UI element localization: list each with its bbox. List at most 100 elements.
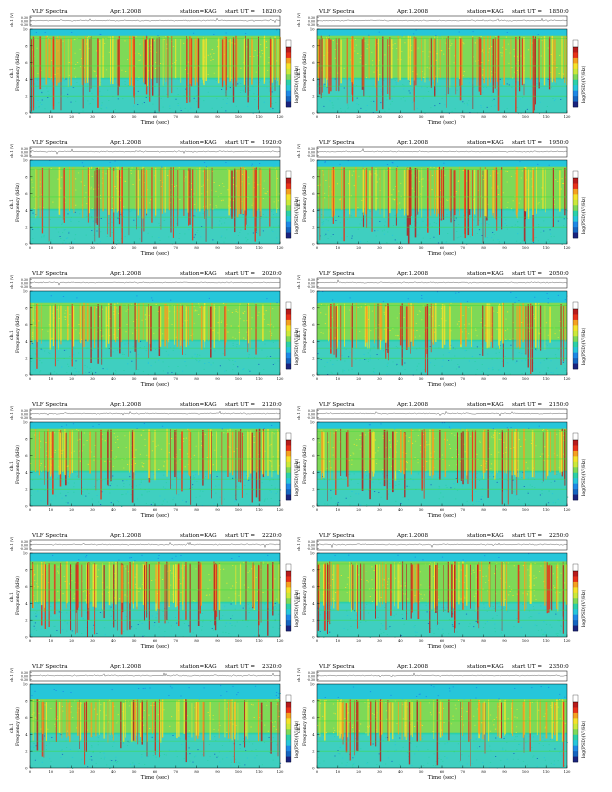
spec-noise-cell <box>223 222 226 224</box>
spec-noise-cell <box>250 328 253 330</box>
spec-noise-cell <box>118 242 120 244</box>
spec-noise-cell <box>442 354 444 356</box>
spec-noise-cell <box>272 456 274 458</box>
freq-tick-label: 2 <box>312 95 314 99</box>
spec-sferic-streak <box>378 38 379 81</box>
spec-sferic-streak <box>88 167 90 214</box>
spec-noise-cell <box>128 291 131 293</box>
spec-noise-cell <box>57 231 60 233</box>
spectrogram-image <box>30 29 281 114</box>
spec-noise-cell <box>177 105 179 106</box>
spec-noise-cell <box>77 62 79 63</box>
spec-noise-cell <box>77 432 80 434</box>
colorbar-segment <box>286 363 291 370</box>
spec-noise-cell <box>230 207 232 209</box>
spec-noise-cell <box>500 431 502 433</box>
spec-sferic-streak <box>430 37 432 88</box>
spec-noise-cell <box>118 636 120 637</box>
spec-noise-cell <box>233 300 235 302</box>
spec-noise-cell <box>332 107 334 109</box>
spec-noise-cell <box>153 474 155 475</box>
time-tick-label: 70 <box>174 115 179 119</box>
spec-noise-cell <box>403 316 405 318</box>
spec-noise-cell <box>431 38 433 40</box>
spec-sferic-streak <box>204 168 205 219</box>
spec-noise-cell <box>392 293 394 294</box>
spec-noise-cell <box>212 464 214 466</box>
spec-sferic-streak <box>345 432 348 477</box>
spec-noise-cell <box>33 165 35 166</box>
spec-noise-cell <box>41 329 43 331</box>
spec-noise-cell <box>38 320 40 322</box>
spec-noise-cell <box>77 430 79 432</box>
spec-noise-cell <box>552 98 554 99</box>
spec-noise-cell <box>451 43 453 45</box>
spec-noise-cell <box>248 356 250 358</box>
spec-noise-cell <box>507 311 509 313</box>
colorbar-segment <box>573 216 578 222</box>
spec-noise-cell <box>557 374 559 375</box>
spec-noise-cell <box>334 298 336 299</box>
spec-noise-cell <box>438 68 440 70</box>
colorbar-segment <box>286 456 291 463</box>
spec-noise-cell <box>67 97 69 98</box>
spec-noise-cell <box>381 77 383 79</box>
spec-noise-cell <box>95 372 97 374</box>
spec-noise-cell <box>180 426 182 428</box>
spec-noise-cell <box>550 482 552 483</box>
spec-noise-cell <box>451 111 453 112</box>
spec-noise-cell <box>272 364 274 365</box>
spec-sferic-streak <box>485 305 487 342</box>
spec-noise-cell <box>200 295 202 297</box>
time-tick-label: 10 <box>336 508 341 512</box>
spec-sferic-streak <box>236 37 237 81</box>
panel-date: Apr.1.2008 <box>396 402 428 408</box>
spec-noise-cell <box>562 169 564 171</box>
spec-sferic-streak <box>530 303 532 374</box>
spec-sferic-streak <box>128 167 130 236</box>
spec-noise-cell <box>141 493 143 495</box>
spec-noise-cell <box>486 461 488 462</box>
spec-noise-cell <box>163 39 165 40</box>
spec-sferic-streak <box>497 35 500 111</box>
colorbar-segment <box>286 57 291 64</box>
spec-noise-cell <box>275 607 277 609</box>
amplitude-ylabel: ch.1 (V) <box>297 405 301 420</box>
spec-noise-cell <box>360 76 362 78</box>
spec-sferic-streak <box>71 430 73 473</box>
spec-sferic-streak <box>323 432 325 478</box>
spec-noise-cell <box>62 296 65 297</box>
spec-noise-cell <box>50 239 52 241</box>
spec-noise-cell <box>519 98 521 100</box>
spec-noise-cell <box>359 439 361 440</box>
spec-sferic-streak <box>515 429 517 477</box>
spec-noise-cell <box>536 83 538 85</box>
spec-sferic-streak <box>202 37 204 84</box>
spec-noise-cell <box>422 97 424 99</box>
spec-noise-cell <box>379 221 381 222</box>
spec-sferic-streak <box>542 432 544 482</box>
spectrogram-panel-1950-0: VLF Spectra Apr.1.2008 station=KAG start UT… <box>296 140 587 257</box>
spec-noise-cell <box>34 580 36 581</box>
spec-noise-cell <box>523 486 525 487</box>
spec-noise-cell <box>40 628 42 630</box>
spec-noise-cell <box>35 615 37 617</box>
spec-noise-cell <box>220 193 222 194</box>
spec-noise-cell <box>348 474 350 475</box>
spec-noise-cell <box>441 454 443 456</box>
spec-noise-cell <box>180 107 182 109</box>
spec-noise-cell <box>131 167 133 169</box>
spec-sferic-streak <box>549 306 551 343</box>
spec-sferic-streak <box>168 304 170 343</box>
spec-noise-cell <box>221 183 224 184</box>
spec-sferic-streak <box>551 35 553 83</box>
spec-noise-cell <box>404 362 406 364</box>
spec-noise-cell <box>141 554 143 556</box>
spec-sferic-streak <box>320 35 322 99</box>
spec-sferic-streak <box>232 37 235 103</box>
spec-noise-cell <box>336 183 339 185</box>
spec-sferic-streak <box>531 305 534 372</box>
spec-noise-cell <box>466 196 468 197</box>
spec-noise-cell <box>416 108 418 109</box>
spec-noise-cell <box>478 205 480 206</box>
